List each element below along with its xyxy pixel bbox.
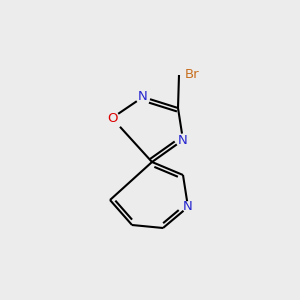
Text: O: O [107, 112, 117, 124]
Text: N: N [178, 134, 188, 146]
Text: N: N [138, 91, 148, 103]
Text: Br: Br [185, 68, 200, 82]
Text: N: N [183, 200, 193, 214]
